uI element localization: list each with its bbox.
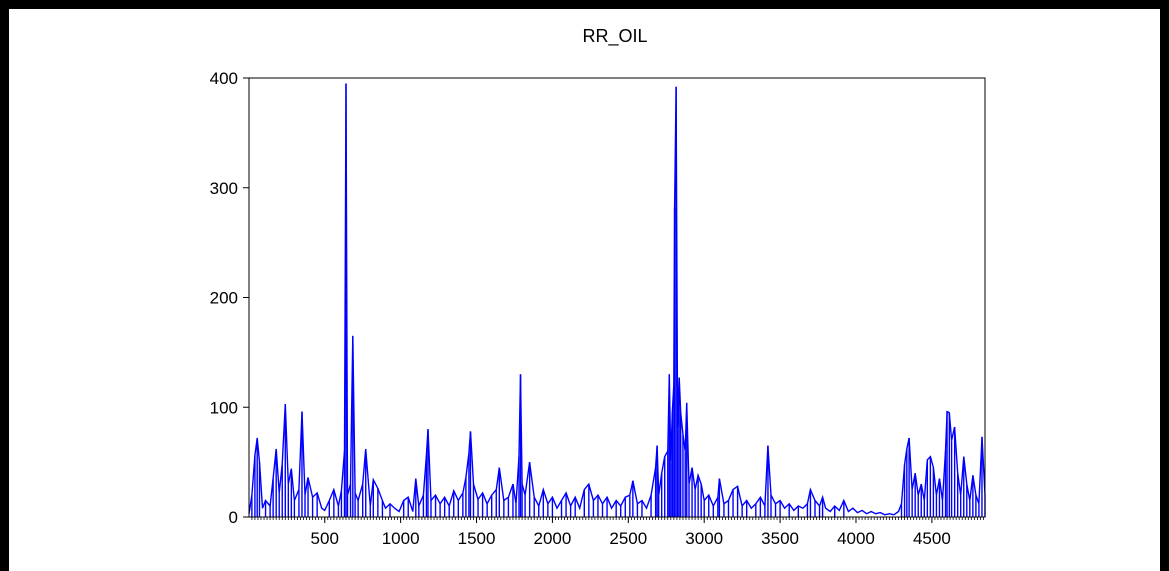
y-tick-label: 0 xyxy=(229,508,238,527)
x-tick-label: 1000 xyxy=(382,529,420,548)
x-tick-label: 500 xyxy=(311,529,339,548)
x-tick-label: 4500 xyxy=(913,529,951,548)
plot-layer xyxy=(248,83,986,517)
x-tick-label: 3500 xyxy=(761,529,799,548)
axis-layer: 500 1000 1500 2000 2500 3000 3500 4000 4500 0 100 2… xyxy=(210,69,984,548)
y-tick-label: 300 xyxy=(210,179,238,198)
x-tick-label: 2500 xyxy=(609,529,647,548)
window-frame-left xyxy=(0,0,9,571)
x-tick-label: 3000 xyxy=(685,529,723,548)
y-tick-label: 400 xyxy=(210,69,238,88)
plot-frame xyxy=(248,77,986,518)
x-tick-label: 4000 xyxy=(837,529,875,548)
series-line-0 xyxy=(248,83,986,516)
window-frame-top xyxy=(0,0,1169,9)
chart-title: RR_OIL xyxy=(582,26,647,47)
x-tick-label: 2000 xyxy=(534,529,572,548)
window-frame-right xyxy=(1160,0,1169,571)
x-tick-label: 1500 xyxy=(458,529,496,548)
y-tick-label: 200 xyxy=(210,289,238,308)
y-tick-label: 100 xyxy=(210,398,238,417)
